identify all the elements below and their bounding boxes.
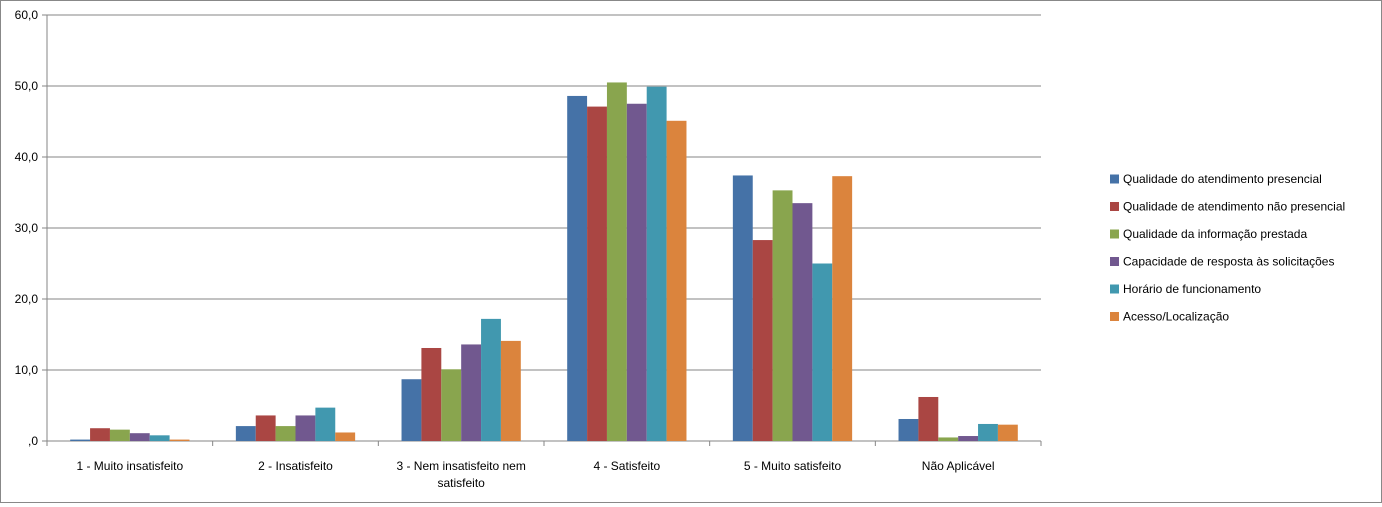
legend-label: Acesso/Localização <box>1123 310 1229 324</box>
legend-item: Horário de funcionamento <box>1110 282 1261 296</box>
bar <box>421 347 442 441</box>
y-tick-label: 30,0 <box>15 221 39 235</box>
legend-swatch <box>1110 257 1119 266</box>
bar <box>812 263 833 441</box>
bar <box>978 423 998 441</box>
bar <box>938 437 959 441</box>
legend-swatch <box>1110 229 1119 239</box>
bar <box>235 426 256 441</box>
legend-swatch <box>1110 284 1119 294</box>
bar <box>129 433 150 441</box>
bar <box>401 379 422 441</box>
bar <box>918 396 939 441</box>
bar <box>997 424 1018 441</box>
bar <box>70 439 91 441</box>
legend-item: Qualidade de atendimento não presencial <box>1110 200 1345 214</box>
y-tick-label: 50,0 <box>15 79 39 93</box>
bar <box>646 86 667 442</box>
bar <box>315 407 336 441</box>
bar <box>295 415 316 441</box>
bar <box>90 428 110 441</box>
bar <box>109 429 130 441</box>
bar <box>666 120 687 441</box>
legend-swatch <box>1110 202 1119 211</box>
bar <box>169 439 190 441</box>
y-axis: ,0 10,0 20,0 30,0 40,0 50,0 60,0 <box>15 8 48 448</box>
legend-item: Qualidade da informação prestada <box>1110 227 1307 241</box>
legend-label: Qualidade da informação prestada <box>1123 227 1307 241</box>
x-tick-label: 1 - Muito insatisfeito <box>76 459 183 473</box>
bar <box>587 106 607 441</box>
bar <box>606 82 627 441</box>
legend-label: Horário de funcionamento <box>1123 282 1261 296</box>
legend-label: Qualidade do atendimento presencial <box>1123 172 1322 186</box>
y-tick-label: 60,0 <box>15 8 39 22</box>
bar <box>792 203 813 441</box>
bar <box>958 436 979 441</box>
legend: Qualidade do atendimento presencial Quali… <box>1110 172 1345 324</box>
x-tick-label: Não Aplicável <box>922 459 995 473</box>
bar <box>832 176 853 442</box>
bar <box>461 344 482 441</box>
bar <box>500 340 521 441</box>
bar <box>441 369 462 441</box>
bar <box>898 418 919 441</box>
y-tick-label: 40,0 <box>15 150 39 164</box>
legend-item: Acesso/Localização <box>1110 310 1229 324</box>
x-tick-label: 3 - Nem insatisfeito nem satisfeito <box>396 459 525 490</box>
bars <box>70 82 1018 442</box>
legend-swatch <box>1110 312 1119 321</box>
legend-item: Capacidade de resposta às solicitações <box>1110 255 1334 269</box>
legend-label: Qualidade de atendimento não presencial <box>1123 200 1345 214</box>
bar <box>772 190 793 441</box>
gridlines <box>47 14 1041 442</box>
bar <box>149 435 170 441</box>
bar <box>275 426 296 441</box>
bar <box>481 318 501 441</box>
legend-swatch <box>1110 174 1119 184</box>
x-tick-label: 2 - Insatisfeito <box>258 459 333 473</box>
y-tick-label: ,0 <box>28 434 38 448</box>
y-tick-label: 10,0 <box>15 363 39 377</box>
bar <box>567 95 588 441</box>
x-tick-label: 4 - Satisfeito <box>593 459 660 473</box>
legend-label: Capacidade de resposta às solicitações <box>1123 255 1334 269</box>
y-tick-label: 20,0 <box>15 292 39 306</box>
bar <box>732 175 753 441</box>
bar <box>626 103 647 441</box>
legend-item: Qualidade do atendimento presencial <box>1110 172 1322 186</box>
x-tick-label: 5 - Muito satisfeito <box>744 459 842 473</box>
bar <box>255 415 276 441</box>
bar <box>335 432 356 441</box>
bar <box>752 240 773 441</box>
x-axis: 1 - Muito insatisfeito 2 - Insatisfeito 3 … <box>46 440 1042 490</box>
